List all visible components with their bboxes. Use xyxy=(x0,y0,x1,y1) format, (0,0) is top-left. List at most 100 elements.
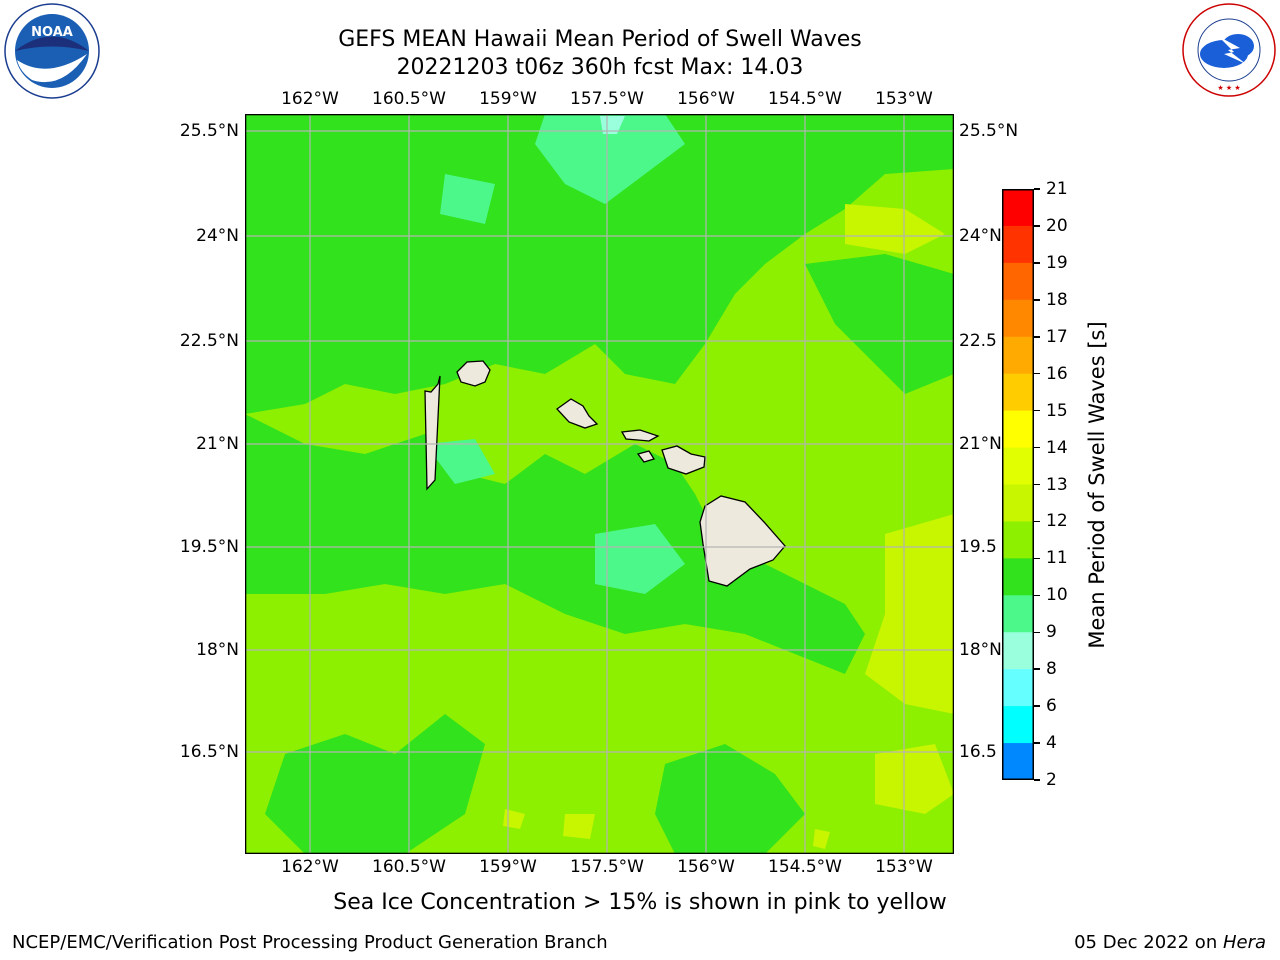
colorbar-tick-label: 21 xyxy=(1046,179,1068,199)
nws-logo-stars: ★ ★ ★ xyxy=(1217,84,1240,92)
footer-left: NCEP/EMC/Verification Post Processing Pr… xyxy=(12,932,608,953)
colorbar-tick-mark xyxy=(1034,446,1040,449)
lat-tick-right: 19.5 xyxy=(959,537,997,557)
colorbar-tick-label: 12 xyxy=(1046,511,1068,532)
lat-tick-right: 25.5°N xyxy=(959,121,1019,141)
island-lanai xyxy=(636,450,656,463)
lat-tick-right: 22.5 xyxy=(959,331,997,351)
colorbar-frame xyxy=(1002,189,1034,780)
colorbar-tick-mark xyxy=(1034,372,1040,375)
lon-tick-top: 157.5°W xyxy=(570,89,644,109)
swell-zone-13-14 xyxy=(813,829,830,849)
lon-tick-bottom: 160.5°W xyxy=(372,857,446,877)
lon-tick-bottom: 156°W xyxy=(677,857,735,877)
lat-tick-right: 18°N xyxy=(959,640,1002,660)
colorbar-bin xyxy=(1002,743,1034,781)
colorbar-tick-label: 9 xyxy=(1046,622,1057,643)
colorbar xyxy=(1002,189,1034,781)
colorbar-tick-label: 2 xyxy=(1046,770,1057,790)
map-svg xyxy=(244,113,955,855)
colorbar-tick-mark xyxy=(1034,188,1040,190)
swell-zone-11-12 xyxy=(245,114,954,414)
lat-tick-right: 16.5 xyxy=(959,742,997,762)
footer-machine: Hera xyxy=(1222,932,1266,953)
colorbar-tick-label: 17 xyxy=(1046,326,1068,347)
map-frame xyxy=(244,113,955,855)
swell-zone-10-11 xyxy=(425,439,495,484)
map-grid xyxy=(245,114,954,854)
colorbar-tick-label: 11 xyxy=(1046,548,1068,569)
colorbar-bin xyxy=(1002,706,1034,744)
colorbar-bin xyxy=(1002,632,1034,670)
colorbar-tick-mark xyxy=(1034,262,1040,264)
colorbar-ticks: 21 20 19 18 17 16 15 14 13 12 11 10 9 8 6 4 2 xyxy=(1034,179,1084,790)
colorbar-bin xyxy=(1002,447,1034,485)
lat-tick-left: 16.5°N xyxy=(179,742,239,762)
colorbar-tick-mark xyxy=(1034,225,1040,227)
swell-zone-11-12 xyxy=(265,714,485,854)
colorbar-bin xyxy=(1002,189,1034,227)
footer-date: 05 Dec 2022 on xyxy=(1074,932,1223,953)
lon-tick-top: 160.5°W xyxy=(372,89,446,109)
chart-title-line2: 20221203 t06z 360h fcst Max: 14.03 xyxy=(396,55,804,80)
lon-tick-top: 162°W xyxy=(281,89,339,109)
swell-zone-11-12 xyxy=(655,744,805,854)
swell-zone-13-14 xyxy=(875,744,954,814)
colorbar-tick-mark xyxy=(1034,742,1040,744)
island-niihau xyxy=(424,375,441,491)
lat-tick-right: 24°N xyxy=(959,226,1002,246)
swell-zone-9-10 xyxy=(600,116,625,134)
colorbar-bin xyxy=(1002,484,1034,522)
lat-tick-left: 19.5°N xyxy=(179,537,239,557)
colorbar-tick-mark xyxy=(1034,520,1040,523)
lon-tick-top: 156°W xyxy=(677,89,735,109)
island-maui xyxy=(661,445,706,475)
colorbar-tick-mark xyxy=(1034,779,1040,781)
colorbar-tick-label: 10 xyxy=(1046,585,1068,606)
lon-tick-top: 153°W xyxy=(875,89,933,109)
lat-tick-left: 24°N xyxy=(196,226,239,246)
colorbar-tick-mark xyxy=(1034,299,1040,301)
colorbar-tick-label: 6 xyxy=(1046,696,1057,717)
colorbar-tick-mark xyxy=(1034,668,1040,670)
colorbar-tick-mark xyxy=(1034,483,1040,486)
footer-right: 05 Dec 2022 on Hera xyxy=(1074,932,1266,953)
colorbar-tick-label: 8 xyxy=(1046,659,1057,680)
swell-zone-10-11 xyxy=(535,114,685,204)
colorbar-tick-mark xyxy=(1034,557,1040,560)
colorbar-tick-label: 19 xyxy=(1046,252,1068,273)
colorbar-tick-label: 14 xyxy=(1046,437,1068,458)
colorbar-tick-mark xyxy=(1034,594,1040,597)
island-oahu xyxy=(556,398,599,429)
sea-ice-caption: Sea Ice Concentration > 15% is shown in … xyxy=(333,890,947,915)
colorbar-label-text: Mean Period of Swell Waves [s] xyxy=(1085,321,1109,649)
colorbar-bin xyxy=(1002,595,1034,633)
colorbar-tick-mark xyxy=(1034,705,1040,707)
colorbar-tick-mark xyxy=(1034,409,1040,412)
swell-zone-11-12 xyxy=(805,254,954,394)
colorbar-bin xyxy=(1002,336,1034,375)
lat-tick-left: 21°N xyxy=(196,434,239,454)
colorbar-bin xyxy=(1002,225,1034,264)
noaa-logo-text: NOAA xyxy=(31,25,73,40)
colorbar-bin xyxy=(1002,373,1034,412)
lon-tick-bottom: 162°W xyxy=(281,857,339,877)
chart-title-line1: GEFS MEAN Hawaii Mean Period of Swell Wa… xyxy=(338,27,862,52)
lon-tick-bottom: 159°W xyxy=(479,857,537,877)
colorbar-bin xyxy=(1002,558,1034,596)
lat-tick-left: 25.5°N xyxy=(179,121,239,141)
swell-period-map xyxy=(244,113,955,855)
colorbar-bin xyxy=(1002,669,1034,707)
colorbar-tick-label: 18 xyxy=(1046,289,1068,310)
noaa-logo: NOAA xyxy=(2,2,102,100)
colorbar-bin xyxy=(1002,262,1034,301)
colorbar-tick-label: 13 xyxy=(1046,474,1068,495)
swell-zone-13-14 xyxy=(845,204,945,254)
lat-tick-right: 21°N xyxy=(959,434,1002,454)
colorbar-bin xyxy=(1002,521,1034,559)
swell-zone-11-12 xyxy=(245,414,865,674)
swell-zone-13-14 xyxy=(865,514,954,714)
colorbar-tick-label: 20 xyxy=(1046,215,1068,236)
island-kauai xyxy=(456,360,491,387)
colorbar-tick-mark xyxy=(1034,336,1040,338)
